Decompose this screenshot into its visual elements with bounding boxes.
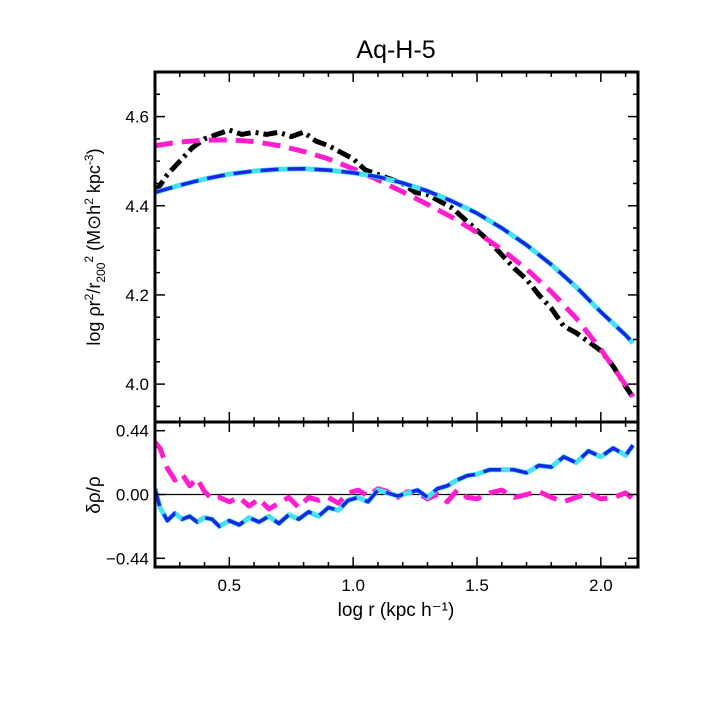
top-y-tick-label: 4.0: [125, 375, 149, 394]
top-series-magenta-dashed: [155, 137, 636, 398]
bottom-series-group: [155, 440, 638, 529]
bottom-y-tick-labels: −0.44 0.00 0.44: [106, 422, 149, 569]
chart-title: Aq-H-5: [356, 36, 435, 64]
top-y-axis-label: log ρr2/r2002 (M⊙h2 kpc-3): [82, 148, 108, 345]
x-tick-label: 2.0: [589, 576, 613, 595]
bottom-plot-area: [155, 440, 638, 529]
x-tick-label: 0.5: [217, 576, 241, 595]
top-y-tick-labels: 4.0 4.2 4.4 4.6: [125, 108, 149, 395]
top-y-tick-label: 4.2: [125, 286, 149, 305]
top-series-blue-dashed: [155, 167, 635, 345]
bottom-y-tick-label: 0.00: [116, 486, 149, 505]
top-y-tick-label: 4.6: [125, 108, 149, 127]
top-panel: 4.0 4.2 4.4 4.6 log ρr2/r2002 (M⊙h2 kpc-3): [82, 70, 640, 424]
bottom-panel-frame: [153, 420, 640, 569]
x-tick-label: 1.5: [465, 576, 489, 595]
top-y-tick-label: 4.4: [125, 197, 149, 216]
x-axis-label: log r (kpc h⁻¹): [338, 600, 455, 621]
x-tick-label: 1.0: [341, 576, 365, 595]
bottom-panel: −0.44 0.00 0.44 0.5 1.0 1.5 2.0 δρ/ρ: [84, 420, 640, 595]
top-series-group: [155, 127, 636, 399]
bottom-y-tick-label: 0.44: [116, 422, 149, 441]
bottom-series-blue-dashed: [155, 444, 635, 529]
bottom-y-tick-label: −0.44: [106, 549, 149, 568]
x-tick-labels: 0.5 1.0 1.5 2.0: [217, 576, 612, 595]
bottom-y-axis-label: δρ/ρ: [84, 476, 105, 514]
top-plot-area: [155, 127, 636, 399]
